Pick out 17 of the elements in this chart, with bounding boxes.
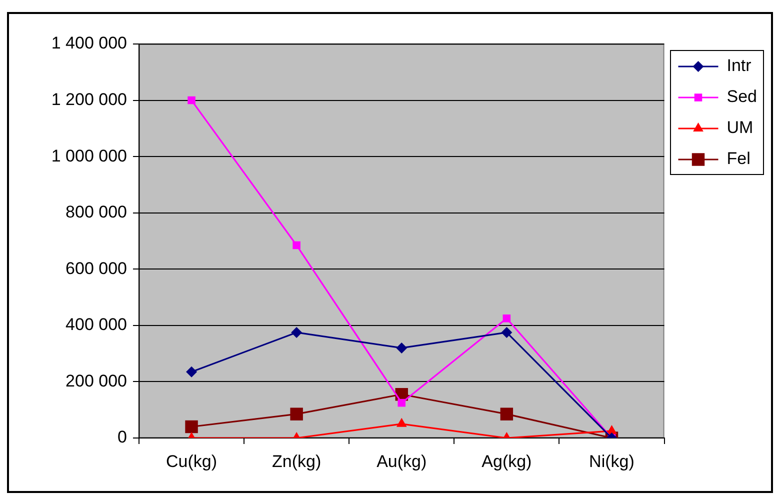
y-tick-label: 1 200 000: [51, 90, 127, 109]
legend-label: UM: [726, 118, 754, 138]
legend-label: Intr: [726, 56, 752, 76]
x-tick-label: Ag(kg): [482, 452, 532, 471]
y-tick-label: 400 000: [66, 315, 127, 334]
y-tick-label: 200 000: [66, 371, 127, 390]
y-tick-label: 1 400 000: [51, 34, 127, 53]
y-tick-label: 600 000: [66, 258, 127, 278]
y-tick-label: 0: [118, 428, 127, 447]
legend-label: Fel: [726, 149, 750, 168]
x-tick-label: Ni(kg): [589, 452, 634, 471]
legend-label: Sed: [726, 87, 757, 106]
y-tick-label: 1 000 000: [51, 146, 127, 166]
x-tick-label: Zn(kg): [272, 452, 322, 471]
x-tick-label: Cu(kg): [166, 452, 218, 471]
y-tick-label: 800 000: [66, 202, 127, 222]
x-tick-label: Au(kg): [376, 452, 427, 471]
